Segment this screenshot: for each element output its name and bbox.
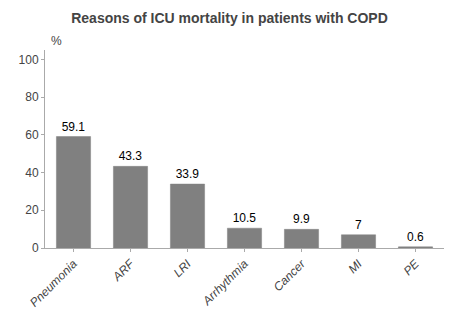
svg-text:100: 100 xyxy=(19,53,39,67)
svg-text:Cancer: Cancer xyxy=(271,256,309,294)
svg-text:PE: PE xyxy=(401,256,423,278)
svg-text:10.5: 10.5 xyxy=(233,211,257,225)
svg-text:Arrhythmia: Arrhythmia xyxy=(199,257,251,309)
svg-text:ARF: ARF xyxy=(109,256,137,284)
svg-text:33.9: 33.9 xyxy=(176,167,200,181)
svg-text:Pneumonia: Pneumonia xyxy=(27,257,80,310)
svg-text:9.9: 9.9 xyxy=(293,212,310,226)
svg-text:20: 20 xyxy=(25,203,39,217)
svg-text:0: 0 xyxy=(32,241,39,255)
svg-text:60: 60 xyxy=(25,128,39,142)
svg-text:43.3: 43.3 xyxy=(119,149,143,163)
svg-text:MI: MI xyxy=(346,256,366,276)
svg-text:0.6: 0.6 xyxy=(407,230,424,244)
svg-text:7: 7 xyxy=(355,218,362,232)
svg-text:%: % xyxy=(51,34,62,48)
svg-text:59.1: 59.1 xyxy=(62,120,86,134)
svg-text:40: 40 xyxy=(25,166,39,180)
svg-text:LRI: LRI xyxy=(171,256,195,280)
svg-text:Reasons of ICU mortality in pa: Reasons of ICU mortality in patients wit… xyxy=(71,10,388,26)
svg-text:80: 80 xyxy=(25,90,39,104)
